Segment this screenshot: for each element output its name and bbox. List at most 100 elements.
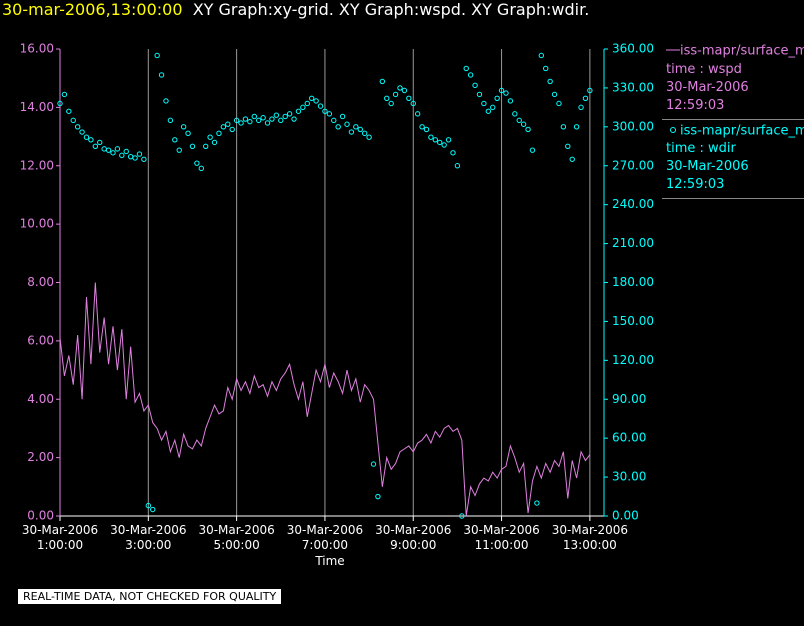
data-point <box>119 152 125 159</box>
data-point <box>459 513 465 519</box>
footer-note: REAL-TIME DATA, NOT CHECKED FOR QUALITY <box>18 589 282 604</box>
data-point <box>167 117 174 124</box>
data-point <box>569 156 575 162</box>
data-point <box>490 104 496 111</box>
data-point <box>587 87 593 94</box>
y2-tick-label: 120.00 <box>612 353 654 367</box>
data-point <box>331 117 337 124</box>
data-point <box>503 90 509 96</box>
data-point <box>194 160 200 166</box>
y2-tick-label: 210.00 <box>612 236 654 250</box>
y2-tick-label: 90.00 <box>612 392 646 406</box>
x-tick-label: 30-Mar-2006 7:00:00 <box>286 523 364 552</box>
data-point <box>529 147 536 153</box>
y2-tick-label: 240.00 <box>612 197 654 211</box>
data-point <box>445 137 452 143</box>
data-point <box>494 95 500 101</box>
data-point <box>114 146 121 152</box>
data-point <box>525 126 531 133</box>
data-point <box>229 126 235 133</box>
x-tick-label: 30-Mar-2006 11:00:00 <box>463 523 540 552</box>
y-tick-label: 2.00 <box>27 450 54 464</box>
data-point <box>225 121 231 127</box>
legend-marker <box>670 126 676 133</box>
data-point <box>145 502 152 509</box>
data-point <box>127 153 134 160</box>
data-point <box>172 137 178 143</box>
data-point <box>256 117 262 124</box>
data-point <box>450 150 456 156</box>
data-point <box>304 100 310 107</box>
data-point <box>397 85 403 91</box>
x-axis-label: Time <box>315 554 345 568</box>
data-point <box>260 115 266 121</box>
data-point <box>520 121 527 127</box>
data-point <box>269 116 275 122</box>
legend-label: iss-mapr/surface_m <box>680 123 804 138</box>
data-point <box>88 137 94 143</box>
data-point <box>251 113 257 120</box>
data-point <box>150 506 156 513</box>
legend-symbol <box>666 42 680 60</box>
data-point <box>154 52 160 59</box>
data-point <box>573 124 580 130</box>
data-point <box>507 98 514 104</box>
data-point <box>410 100 416 107</box>
data-point <box>233 117 240 124</box>
x-tick-label: 30-Mar-2006 5:00:00 <box>198 523 275 552</box>
legend: iss-mapr/surface_m time : wspd 30-Mar-2006… <box>662 40 804 199</box>
y2-tick-label: 30.00 <box>612 470 646 484</box>
y2-tick-label: 0.00 <box>612 509 639 523</box>
data-point <box>158 72 165 78</box>
data-point <box>282 113 288 120</box>
data-point <box>476 91 483 98</box>
data-point <box>163 98 169 104</box>
data-point <box>428 134 434 140</box>
data-point <box>401 87 408 94</box>
data-point <box>339 113 346 120</box>
data-point <box>406 95 412 101</box>
data-point <box>317 103 324 109</box>
data-point <box>247 118 253 125</box>
data-point <box>551 91 558 98</box>
data-point <box>101 146 107 152</box>
data-point <box>547 78 553 85</box>
data-point <box>516 117 522 124</box>
data-point <box>238 120 244 126</box>
data-point <box>123 148 129 155</box>
data-point <box>105 147 112 153</box>
data-point <box>498 87 505 94</box>
legend-line <box>666 49 680 51</box>
data-point <box>565 143 571 149</box>
y-tick-label: 4.00 <box>27 392 54 406</box>
y2-tick-label: 180.00 <box>612 275 654 289</box>
data-point <box>141 156 147 162</box>
data-point <box>344 121 350 127</box>
data-point <box>216 130 222 137</box>
data-point <box>322 108 328 114</box>
title-bar: 30-mar-2006,13:00:00 XY Graph:xy-grid. X… <box>2 0 589 19</box>
x-tick-label: 30-Mar-2006 1:00:00 <box>21 523 99 552</box>
legend-name-row: iss-mapr/surface_m <box>666 122 804 141</box>
y-tick-label: 16.00 <box>20 42 54 56</box>
y2-tick-label: 360.00 <box>612 42 654 56</box>
data-point <box>432 137 439 143</box>
data-point <box>538 52 544 59</box>
data-point <box>467 72 474 78</box>
data-point <box>485 108 492 114</box>
data-point <box>242 116 249 122</box>
x-tick-label: 30-Mar-2006 9:00:00 <box>375 523 452 552</box>
legend-detail: time : wspd <box>666 61 742 77</box>
data-point <box>582 95 589 101</box>
data-point <box>326 111 333 117</box>
data-point <box>414 111 421 117</box>
data-point <box>353 124 359 130</box>
data-point <box>92 143 99 149</box>
data-point <box>83 134 90 140</box>
data-point <box>481 100 487 107</box>
legend-detail: 30-Mar-2006 <box>666 79 749 95</box>
y-tick-label: 0.00 <box>27 509 54 523</box>
data-point <box>472 82 478 89</box>
